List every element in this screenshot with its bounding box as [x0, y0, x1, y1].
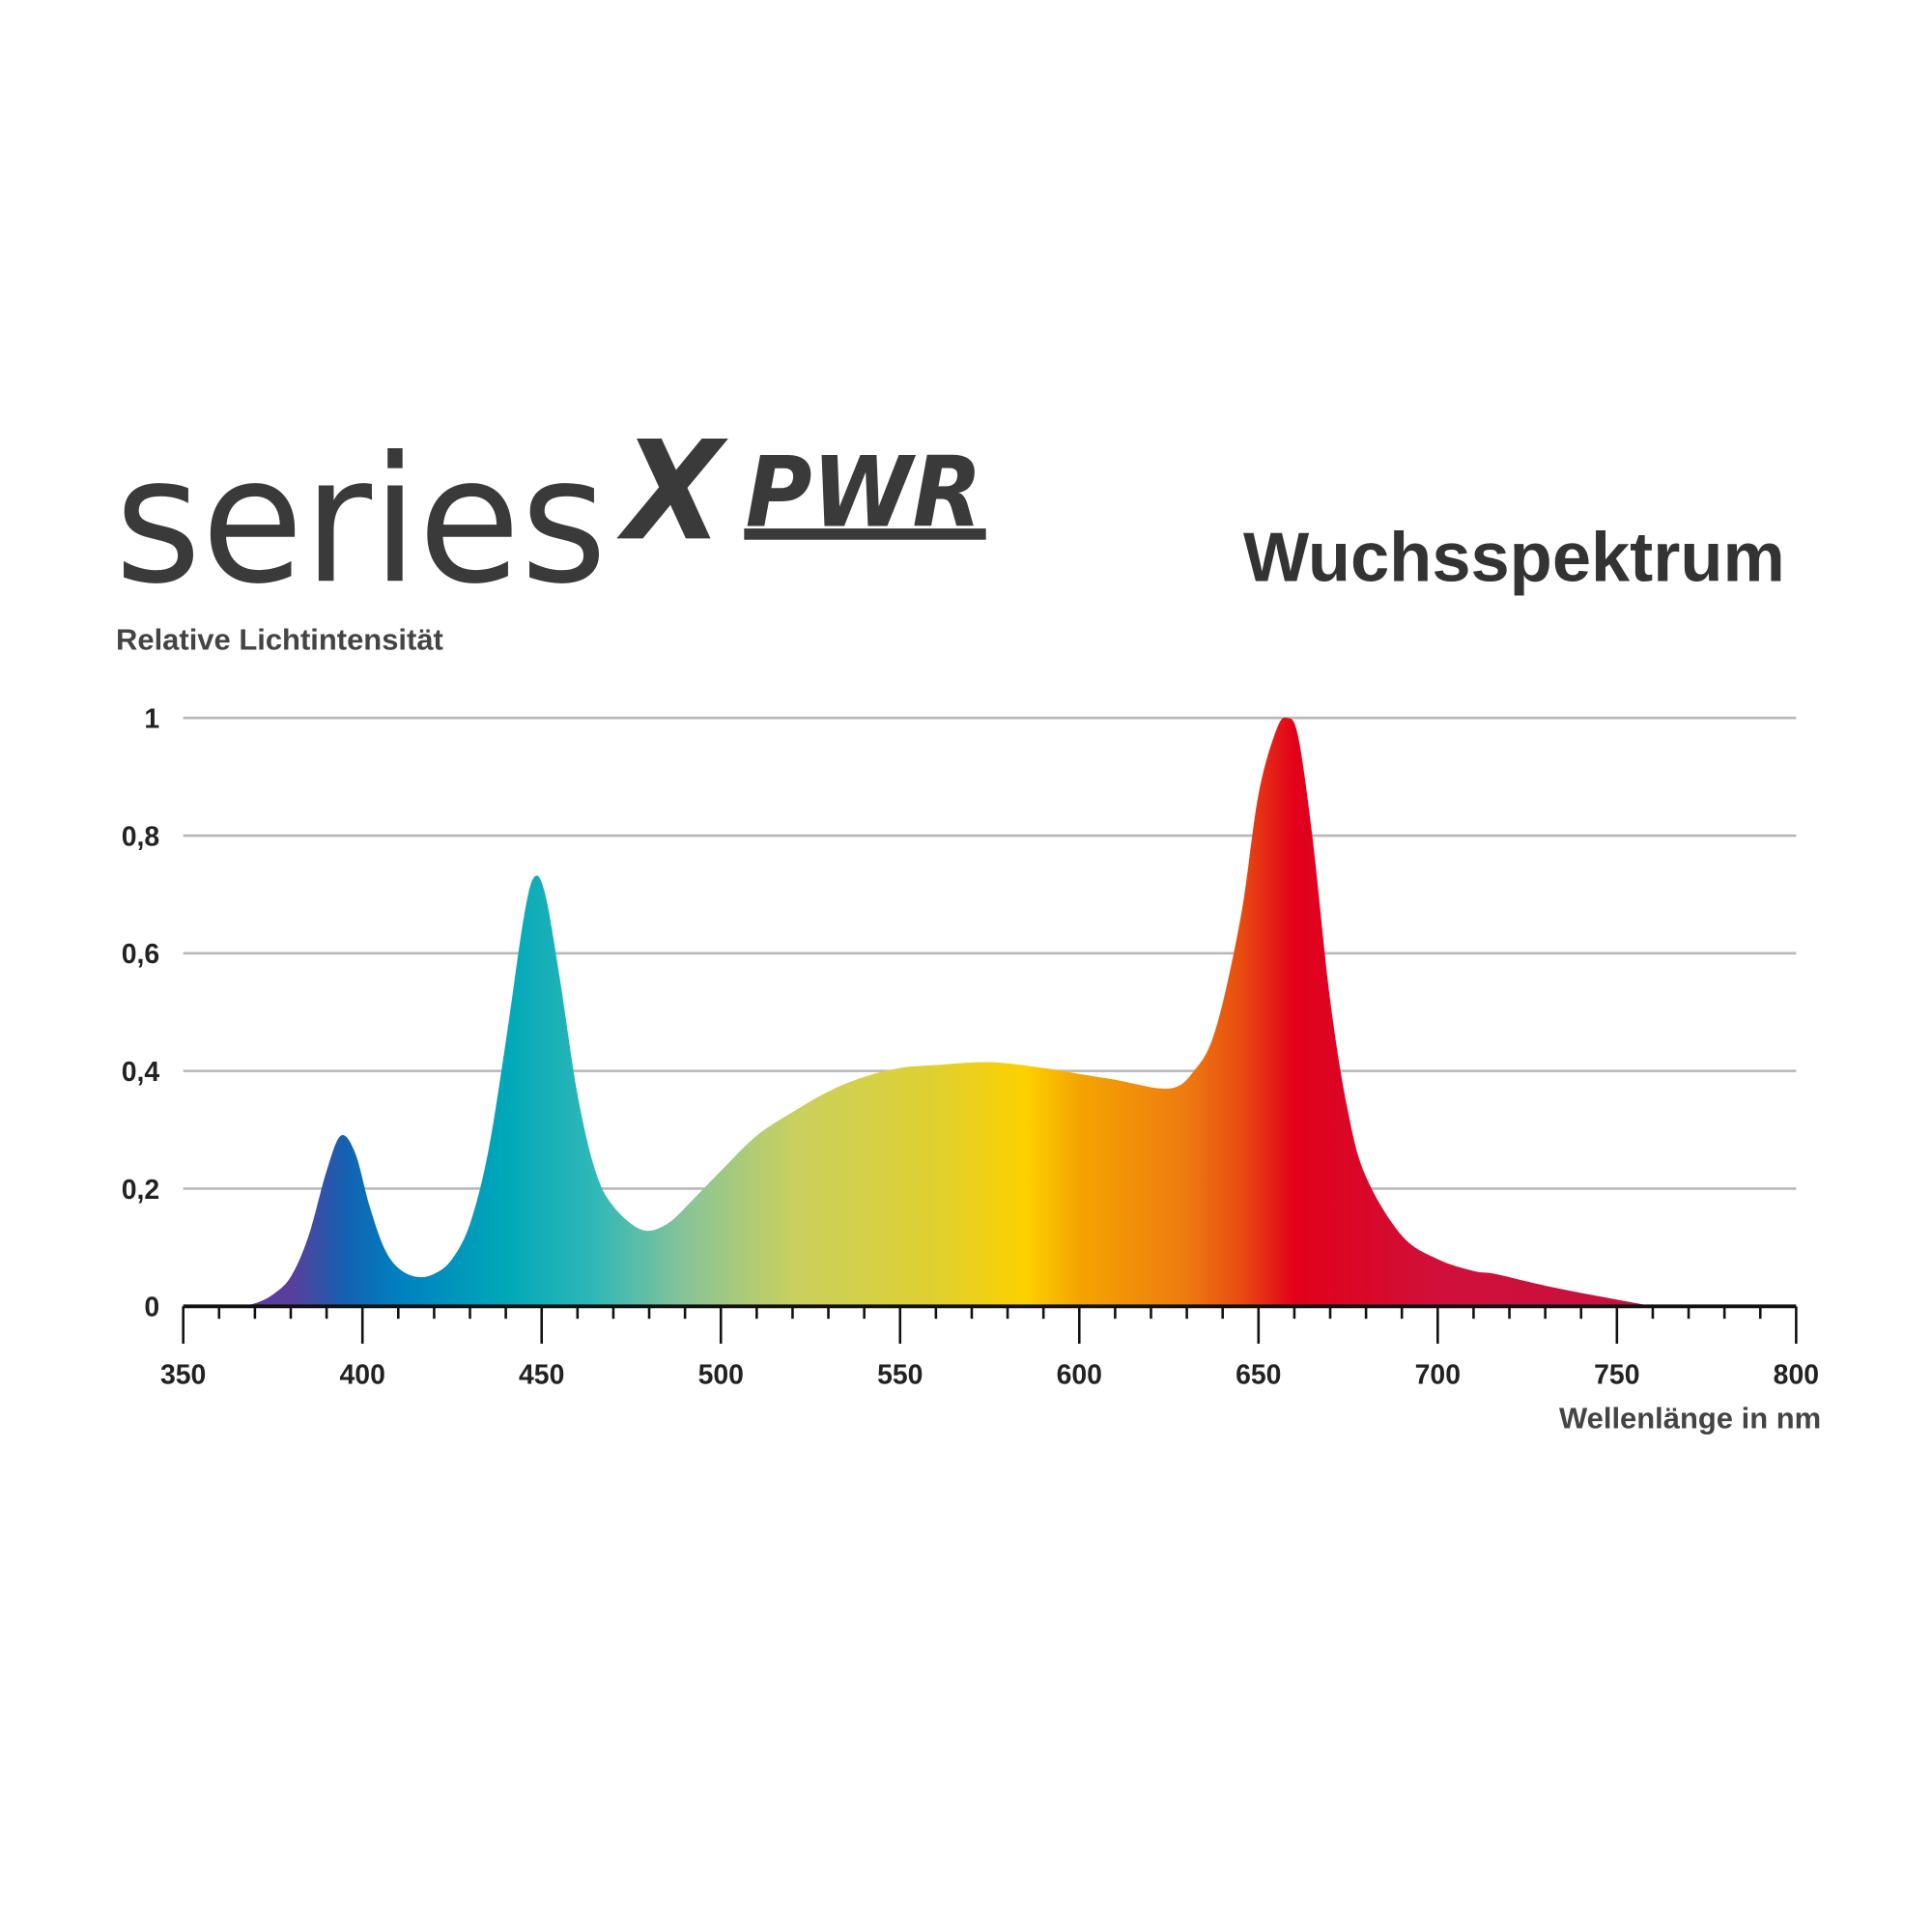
- logo-x: X: [616, 412, 729, 571]
- y-tick-label: 0,4: [122, 1057, 160, 1088]
- y-axis-label: Relative Lichtintensität: [116, 622, 443, 656]
- logo-underline: [744, 528, 986, 540]
- y-tick-label: 1: [144, 704, 159, 735]
- logo: series X PWR: [115, 412, 986, 622]
- x-tick-label: 650: [1236, 1359, 1281, 1390]
- x-tick-label: 500: [698, 1359, 744, 1390]
- x-tick-label: 350: [160, 1359, 206, 1390]
- y-tick-label: 0,6: [122, 939, 159, 970]
- y-tick-label: 0,8: [122, 821, 159, 852]
- x-tick-label: 750: [1594, 1359, 1639, 1390]
- x-tick-label: 550: [877, 1359, 923, 1390]
- x-tick-label: 800: [1774, 1359, 1819, 1390]
- x-tick-label: 600: [1057, 1359, 1102, 1390]
- chart-title: Wuchsspektrum: [1243, 519, 1785, 596]
- y-tick-label: 0: [144, 1293, 159, 1323]
- x-tick-label: 700: [1415, 1359, 1461, 1390]
- logo-series: series: [115, 418, 608, 622]
- x-tick-label: 400: [340, 1359, 385, 1390]
- spectrum-area: [237, 717, 1653, 1307]
- x-axis-label: Wellenlänge in nm: [1559, 1402, 1821, 1435]
- y-tick-label: 0,2: [122, 1175, 159, 1206]
- x-tick-label: 450: [519, 1359, 564, 1390]
